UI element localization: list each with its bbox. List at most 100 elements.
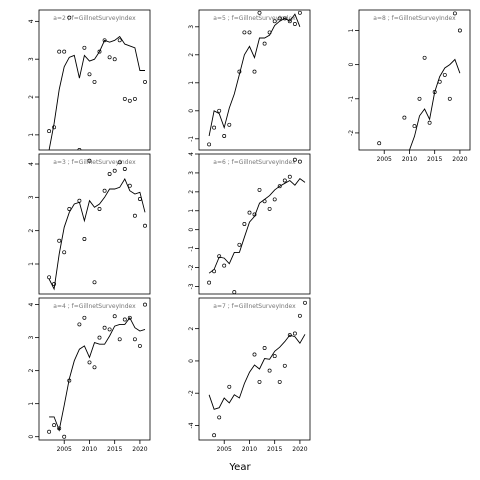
data-point bbox=[217, 108, 222, 113]
data-point bbox=[47, 129, 52, 134]
data-point bbox=[117, 160, 122, 165]
y-axis: 1 2 3 4 bbox=[28, 19, 39, 137]
panel-title: a=3 ; f=GillnetSurveyIndex bbox=[53, 159, 136, 166]
data-point bbox=[292, 157, 297, 162]
data-point bbox=[262, 41, 267, 46]
y-tick-label: -1 bbox=[188, 136, 195, 142]
panel-title: a=4 ; f=GillnetSurveyIndex bbox=[53, 303, 136, 310]
data-point bbox=[122, 167, 127, 171]
y-tick-label: 1 bbox=[348, 28, 355, 32]
data-point bbox=[77, 198, 82, 203]
data-point bbox=[67, 15, 72, 20]
x-tick-label: 2020 bbox=[292, 446, 307, 453]
y-tick-label: -4 bbox=[188, 422, 195, 428]
data-point bbox=[127, 98, 132, 103]
data-point bbox=[112, 57, 117, 62]
data-point bbox=[57, 426, 62, 431]
y-tick-label: 4 bbox=[188, 152, 195, 156]
data-point bbox=[292, 22, 297, 26]
data-point bbox=[237, 69, 242, 74]
data-point bbox=[297, 313, 302, 318]
data-point bbox=[47, 275, 52, 280]
data-point bbox=[112, 314, 117, 319]
y-axis: -1 0 1 2 3 bbox=[188, 25, 199, 142]
fit-line bbox=[208, 177, 306, 274]
data-point bbox=[122, 317, 127, 322]
data-point bbox=[127, 183, 132, 188]
data-point bbox=[287, 174, 292, 179]
y-tick-label: 3 bbox=[28, 195, 35, 199]
y-tick-label: 3 bbox=[188, 171, 195, 175]
data-point bbox=[222, 263, 227, 268]
plot-area bbox=[47, 158, 147, 291]
data-point bbox=[107, 55, 112, 60]
y-axis: 0 1 2 3 4 bbox=[28, 303, 39, 439]
fit-line bbox=[208, 13, 301, 137]
fit-line bbox=[49, 316, 146, 432]
data-point bbox=[143, 302, 147, 307]
y-tick-label: 1 bbox=[28, 402, 35, 406]
data-point bbox=[252, 352, 257, 357]
data-point bbox=[267, 368, 272, 373]
data-point bbox=[112, 168, 117, 173]
panel-frame bbox=[38, 153, 151, 295]
panel-title: a=5 ; f=GillnetSurveyIndex bbox=[213, 15, 296, 22]
panel-frame bbox=[358, 9, 471, 151]
data-point bbox=[272, 354, 277, 359]
data-point bbox=[247, 30, 252, 35]
y-tick-label: 4 bbox=[28, 19, 35, 23]
data-point bbox=[77, 322, 82, 327]
fit-line bbox=[48, 35, 145, 150]
data-point bbox=[212, 269, 217, 274]
data-point bbox=[52, 282, 57, 286]
y-tick-label: 4 bbox=[28, 303, 35, 307]
data-point bbox=[303, 300, 307, 305]
data-point bbox=[82, 45, 87, 50]
y-tick-label: 3 bbox=[28, 336, 35, 340]
data-point bbox=[412, 124, 417, 129]
panel-title: a=2 ; f=GillnetSurveyIndex bbox=[53, 15, 136, 22]
data-point bbox=[67, 378, 72, 383]
y-tick-label: -2 bbox=[188, 264, 195, 270]
panel-title: a=8 ; f=GillnetSurveyIndex bbox=[373, 15, 456, 22]
data-point bbox=[62, 434, 67, 439]
data-point bbox=[102, 325, 107, 330]
plot-area bbox=[207, 157, 306, 294]
data-point bbox=[272, 19, 277, 24]
data-point bbox=[47, 429, 52, 434]
panel-frame bbox=[38, 9, 151, 151]
data-point bbox=[97, 335, 102, 340]
x-axis: 2005 2010 2015 2020 bbox=[217, 440, 308, 453]
data-point bbox=[422, 55, 427, 60]
data-point bbox=[262, 199, 267, 204]
panel-frame bbox=[198, 153, 311, 295]
data-point bbox=[402, 115, 407, 120]
fit-line bbox=[48, 178, 146, 291]
plot-area bbox=[207, 10, 302, 147]
data-point bbox=[52, 423, 57, 428]
y-tick-label: 0 bbox=[188, 228, 195, 232]
data-point bbox=[227, 122, 232, 127]
data-point bbox=[62, 49, 67, 54]
data-point bbox=[52, 125, 57, 130]
data-point bbox=[57, 49, 62, 54]
data-point bbox=[297, 159, 302, 164]
data-point bbox=[92, 79, 97, 84]
data-point bbox=[132, 96, 137, 101]
x-tick-label: 2010 bbox=[82, 446, 97, 453]
data-point bbox=[287, 333, 292, 338]
y-tick-label: -1 bbox=[188, 245, 195, 251]
data-point bbox=[252, 212, 257, 217]
data-point bbox=[122, 96, 127, 101]
data-point bbox=[102, 38, 107, 43]
data-point bbox=[222, 134, 227, 138]
y-tick-label: 3 bbox=[188, 25, 195, 29]
data-point bbox=[447, 96, 452, 101]
data-point bbox=[277, 379, 282, 384]
data-point bbox=[297, 10, 302, 15]
panel-frame bbox=[38, 297, 151, 441]
fit-line bbox=[208, 334, 306, 410]
data-point bbox=[267, 30, 272, 35]
